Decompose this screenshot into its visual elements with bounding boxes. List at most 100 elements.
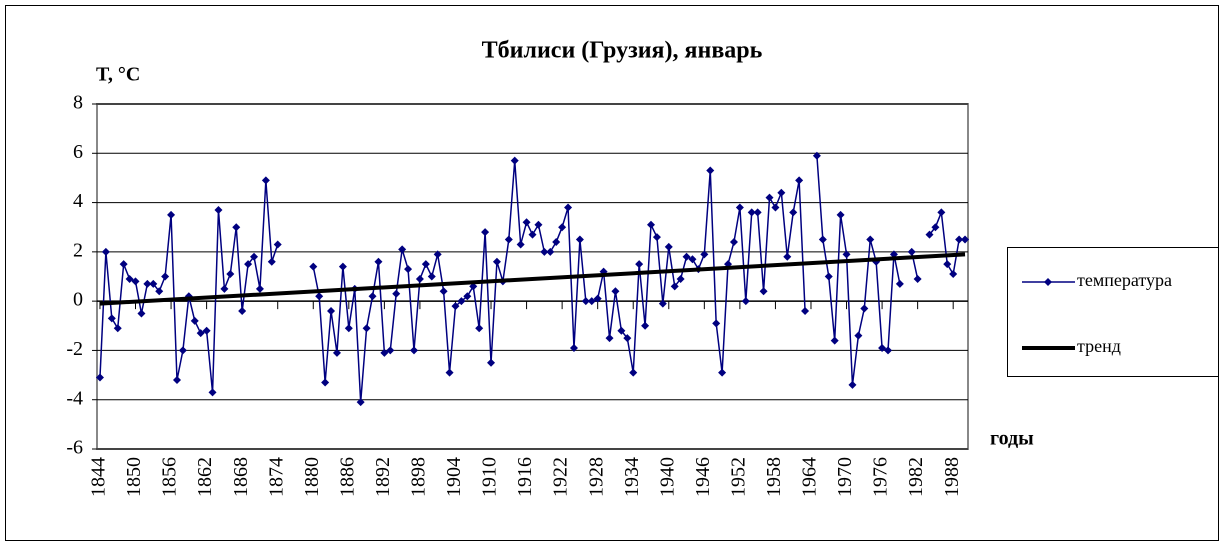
point: [564, 203, 573, 212]
point: [380, 348, 389, 357]
point: [220, 284, 229, 293]
point: [700, 250, 709, 259]
point: [712, 319, 721, 328]
x-tick-label: 1928: [585, 457, 607, 497]
x-tick-label: 1874: [265, 457, 287, 497]
point: [884, 346, 893, 355]
point: [161, 272, 170, 281]
legend-marker: [1044, 278, 1052, 286]
point: [386, 346, 395, 355]
point: [652, 233, 661, 242]
point: [125, 274, 134, 283]
point: [202, 326, 211, 335]
point: [729, 238, 738, 246]
point: [617, 326, 626, 335]
point: [783, 252, 792, 261]
y-tick-label: 8: [73, 92, 83, 114]
point: [107, 314, 116, 323]
point: [457, 297, 466, 306]
y-tick-label: 4: [73, 190, 83, 212]
y-axis-label: T, °C: [96, 64, 140, 86]
point: [682, 252, 691, 261]
x-tick-label: 1970: [834, 457, 856, 497]
point: [368, 292, 377, 301]
point: [356, 398, 365, 407]
point: [492, 257, 501, 266]
point: [801, 307, 810, 315]
point: [830, 336, 839, 345]
point: [818, 235, 827, 244]
point: [629, 368, 638, 377]
x-tick-label: 1982: [905, 457, 927, 497]
point: [635, 260, 644, 269]
point: [765, 193, 774, 202]
point: [409, 346, 418, 355]
point: [392, 289, 401, 298]
point: [155, 287, 164, 296]
point: [119, 260, 128, 269]
point: [676, 274, 685, 283]
point: [137, 309, 146, 318]
point: [167, 210, 176, 219]
point: [528, 230, 537, 239]
x-tick-label: 1958: [763, 457, 785, 497]
point: [131, 277, 140, 286]
point: [196, 329, 205, 338]
y-tick-label: 0: [73, 289, 83, 311]
point: [238, 307, 247, 315]
point: [718, 368, 727, 377]
point: [558, 223, 567, 232]
x-tick-label: 1952: [727, 457, 749, 497]
point: [866, 235, 875, 244]
point: [540, 247, 549, 256]
point: [510, 156, 519, 165]
point: [404, 265, 413, 274]
point: [261, 176, 270, 185]
point: [398, 245, 407, 254]
x-axis-label: годы: [990, 428, 1034, 450]
point: [327, 307, 336, 315]
trend-line: [99, 252, 966, 306]
x-tick-label: 1880: [301, 457, 323, 497]
legend-label: температура: [1077, 270, 1172, 290]
point: [273, 240, 282, 249]
point: [190, 316, 199, 325]
point: [925, 230, 934, 239]
point: [824, 272, 833, 281]
point: [735, 203, 744, 212]
point: [913, 274, 922, 283]
point: [226, 270, 235, 279]
point: [113, 324, 122, 333]
point: [421, 260, 430, 269]
point: [593, 294, 602, 303]
point: [244, 260, 253, 269]
x-tick-label: 1898: [408, 457, 430, 497]
point: [143, 279, 152, 288]
point: [907, 247, 916, 256]
point: [688, 255, 697, 264]
point: [575, 235, 584, 244]
point: [706, 166, 715, 175]
x-tick-label: 1910: [479, 457, 501, 497]
point: [463, 292, 472, 301]
x-tick-label: 1904: [443, 457, 465, 497]
point: [362, 324, 371, 333]
point: [267, 257, 276, 266]
point: [309, 262, 318, 271]
point: [759, 287, 768, 296]
y-tick-label: 2: [73, 239, 83, 261]
point: [895, 279, 904, 288]
point: [481, 228, 490, 237]
point: [101, 247, 110, 256]
legend-label: тренд: [1077, 336, 1121, 356]
point: [860, 304, 869, 313]
point: [623, 334, 632, 343]
point: [878, 343, 887, 352]
point: [789, 208, 798, 217]
point: [931, 223, 940, 232]
point: [415, 274, 424, 283]
point: [741, 297, 750, 306]
point: [777, 188, 786, 197]
point: [315, 292, 324, 301]
point: [95, 373, 104, 382]
